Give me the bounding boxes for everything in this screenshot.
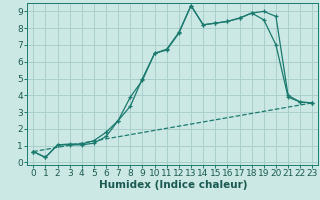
X-axis label: Humidex (Indice chaleur): Humidex (Indice chaleur) bbox=[99, 180, 247, 190]
